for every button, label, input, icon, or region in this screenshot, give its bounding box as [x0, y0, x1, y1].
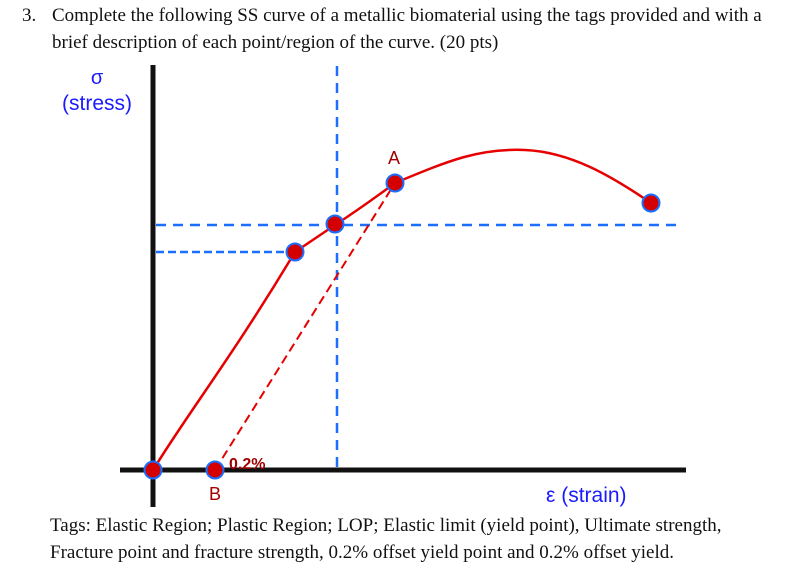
label-b: B — [209, 484, 221, 504]
y-axis-symbol: σ — [91, 67, 104, 89]
offset-line — [214, 182, 396, 471]
curve-points — [143, 173, 661, 480]
point-b — [205, 460, 225, 480]
fracture-point — [641, 193, 661, 213]
point-2 — [325, 214, 345, 234]
guide-lines — [156, 66, 680, 470]
label-a: A — [388, 148, 400, 168]
y-axis-label: (stress) — [62, 92, 132, 115]
x-axis-label: ε (strain) — [546, 484, 627, 507]
question-number: 3. — [22, 5, 37, 26]
offset-label: 0.2% — [229, 456, 265, 473]
origin-point — [143, 460, 163, 480]
point-1 — [285, 242, 305, 262]
question-text: Complete the following SS curve of a met… — [52, 5, 762, 53]
point-a — [385, 173, 405, 193]
axes — [120, 65, 686, 507]
tags-text: Tags: Elastic Region; Plastic Region; LO… — [50, 515, 722, 563]
stress-strain-curve — [151, 148, 652, 471]
